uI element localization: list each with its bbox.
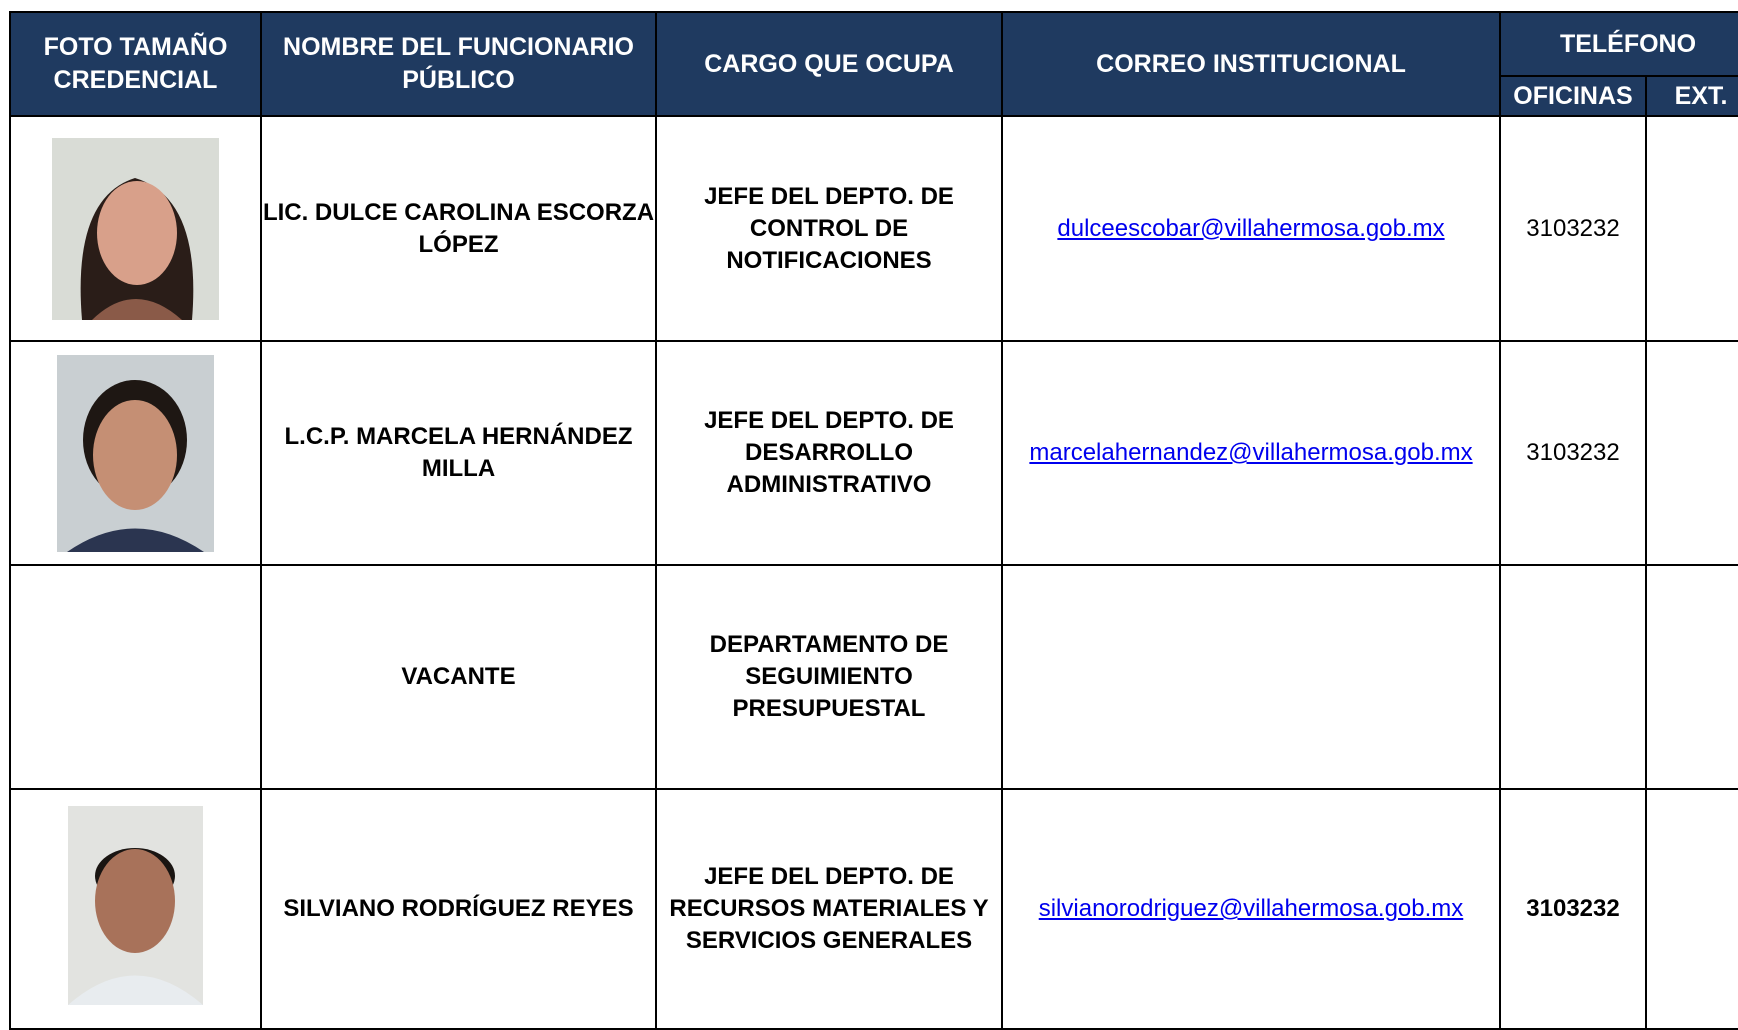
- phone: 3103232: [1499, 340, 1647, 566]
- position: JEFE DEL DEPTO. DE CONTROL DE NOTIFICACI…: [655, 115, 1003, 342]
- email-cell: silvianorodriguez@villahermosa.gob.mx: [1001, 788, 1501, 1030]
- header-email: CORREO INSTITUCIONAL: [1001, 11, 1501, 117]
- email-cell: [1001, 564, 1501, 790]
- email-link[interactable]: silvianorodriguez@villahermosa.gob.mx: [1038, 895, 1464, 922]
- header-name: NOMBRE DEL FUNCIONARIO PÚBLICO: [260, 11, 657, 117]
- phone: 3103232: [1499, 788, 1647, 1030]
- name: L.C.P. MARCELA HERNÁNDEZ MILLA: [260, 340, 657, 566]
- directory-table: FOTO TAMAÑO CREDENCIAL NOMBRE DEL FUNCIO…: [9, 11, 1738, 1030]
- name: SILVIANO RODRÍGUEZ REYES: [260, 788, 657, 1030]
- name: LIC. DULCE CAROLINA ESCORZA LÓPEZ: [260, 115, 657, 342]
- header-photo: FOTO TAMAÑO CREDENCIAL: [9, 11, 262, 117]
- email-cell: dulceescobar@villahermosa.gob.mx: [1001, 115, 1501, 342]
- header-phone: TELÉFONO: [1498, 11, 1738, 77]
- phone: 3103232: [1499, 115, 1647, 342]
- email-cell: marcelahernandez@villahermosa.gob.mx: [1001, 340, 1501, 566]
- photo-cell: [9, 564, 262, 790]
- header-position: CARGO QUE OCUPA: [655, 11, 1003, 117]
- photo: [52, 137, 219, 320]
- position: DEPARTAMENTO DE SEGUIMIENTO PRESUPUESTAL: [655, 564, 1003, 790]
- header-offices: OFICINAS: [1499, 75, 1647, 117]
- ext-cell: [1644, 115, 1738, 342]
- position: JEFE DEL DEPTO. DE DESARROLLO ADMINISTRA…: [655, 340, 1003, 566]
- header-ext: EXT.: [1644, 75, 1738, 117]
- ext-cell: [1644, 788, 1738, 1030]
- ext-cell: [1644, 340, 1738, 566]
- photo: [57, 354, 214, 552]
- email-link[interactable]: marcelahernandez@villahermosa.gob.mx: [1029, 439, 1473, 466]
- photo-cell: [9, 340, 262, 566]
- ext-cell: [1644, 564, 1738, 790]
- photo-cell: [9, 115, 262, 342]
- photo: [68, 806, 203, 1005]
- position: JEFE DEL DEPTO. DE RECURSOS MATERIALES Y…: [655, 788, 1003, 1030]
- phone: [1499, 564, 1647, 790]
- name: VACANTE: [260, 564, 657, 790]
- photo-cell: [9, 788, 262, 1030]
- email-link[interactable]: dulceescobar@villahermosa.gob.mx: [1057, 214, 1445, 242]
